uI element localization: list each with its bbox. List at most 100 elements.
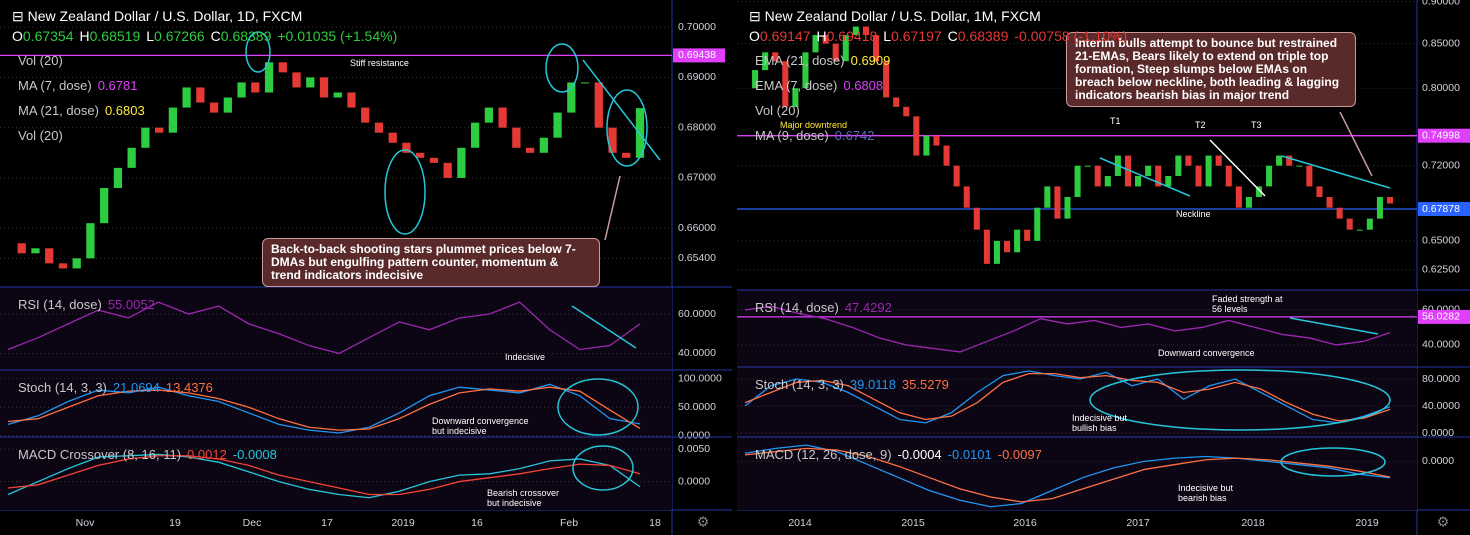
candle	[1286, 155, 1293, 166]
ohlc-key: C	[210, 28, 221, 44]
candle	[100, 187, 109, 224]
x-tick-label: 16	[471, 517, 483, 529]
panel-background	[0, 370, 672, 437]
y-tick-label: 0.0000	[678, 475, 710, 487]
legend-item: Stoch (14, 3, 3) 21.0694 13.4376	[12, 380, 213, 395]
candle	[141, 127, 150, 148]
annotation-box: Interim bulls attempt to bounce but rest…	[1066, 32, 1356, 107]
candle	[168, 107, 177, 133]
candle	[498, 107, 507, 128]
candle	[1024, 229, 1031, 241]
candle	[792, 88, 799, 107]
y-tick-label: 0.65400	[678, 252, 716, 264]
legend-item: Vol (20)	[12, 128, 63, 143]
legend-label: RSI (14, dose)	[18, 297, 102, 312]
trend-arrow	[1289, 317, 1379, 335]
candle	[1165, 175, 1172, 187]
candle	[1014, 229, 1021, 253]
candle	[155, 127, 164, 133]
candle	[852, 26, 859, 36]
annotation: Bearish crossover but indecisive	[487, 488, 560, 508]
legend-label: MACD Crossover (8, 16, 11)	[18, 447, 182, 462]
y-tick-label: 0.0000	[678, 430, 710, 442]
legend-item: EMA (7, dose) 0.6808	[749, 78, 883, 93]
ohlc-key: O	[749, 28, 760, 44]
highlight-circle	[384, 149, 426, 235]
candle	[1376, 196, 1383, 219]
x-tick-label: 2014	[788, 517, 812, 529]
y-tick-label: 0.62500	[1422, 264, 1460, 276]
candle	[127, 147, 136, 168]
header: ⊟ New Zealand Dollar / U.S. Dollar, 1M, …	[749, 8, 1041, 25]
candle	[553, 112, 562, 138]
annotation: Downward convergence but indecisive	[432, 416, 529, 436]
ohlc-value: 0.69147	[759, 28, 811, 44]
trend-arrow	[1209, 139, 1266, 197]
candle	[567, 82, 576, 113]
candle	[1276, 155, 1283, 166]
candle	[196, 87, 205, 103]
panel-background	[0, 287, 672, 370]
ohlc-change: +0.01035 (+1.54%)	[277, 28, 398, 44]
candle	[1074, 165, 1081, 197]
x-tick-label: Nov	[76, 517, 95, 529]
candle	[1185, 155, 1192, 166]
candle	[883, 61, 890, 98]
x-tick-label: 2018	[1241, 517, 1265, 529]
x-tick-label: 2016	[1013, 517, 1037, 529]
ohlc-key: H	[816, 28, 827, 44]
annotation: Major downtrend	[780, 120, 848, 130]
indicator-line	[744, 305, 1391, 353]
annotation: Downward convergence	[1158, 348, 1255, 358]
legend-item: Stoch (14, 3, 3) 39.0118 35.5279	[749, 377, 949, 392]
candle	[1195, 165, 1202, 187]
candle	[1306, 165, 1313, 187]
candle	[457, 147, 466, 178]
y-tick-label: 40.0000	[1422, 339, 1460, 351]
candle	[237, 82, 246, 98]
x-tick-label: 2017	[1126, 517, 1150, 529]
ohlc-value: 0.67266	[154, 28, 205, 44]
candle	[251, 82, 260, 93]
legend-value: 0.6742	[834, 128, 875, 143]
x-tick-label: 2015	[901, 517, 925, 529]
x-tick-label: 2019	[391, 517, 415, 529]
y-tick-label: 100.0000	[678, 372, 722, 384]
legend-label: EMA (21, dose)	[755, 53, 845, 68]
annotation: T2	[1195, 120, 1206, 130]
legend-label: Vol (20)	[18, 128, 63, 143]
annotation: Indecisive	[505, 352, 546, 362]
candle	[923, 135, 930, 156]
legend-label: Vol (20)	[18, 53, 63, 68]
ohlc-value: 0.68519	[89, 28, 141, 44]
legend-value: -0.0101	[947, 447, 992, 462]
annotation: Indecisive but bearish bias	[1178, 483, 1234, 503]
legend-label: EMA (7, dose)	[755, 78, 838, 93]
candle	[1084, 165, 1091, 167]
candle	[1346, 218, 1353, 230]
candle	[1386, 196, 1394, 204]
candle	[484, 107, 493, 123]
candle	[1145, 165, 1152, 176]
indicator-line	[744, 370, 1391, 424]
indicator-line	[744, 444, 1391, 508]
trend-arrow	[1281, 155, 1391, 189]
candle	[580, 82, 590, 84]
legend-item: MACD (12, 26, dose, 9) -0.0004 -0.0101 -0.0…	[749, 447, 1042, 462]
annotation: Neckline	[1176, 209, 1211, 219]
x-tick-label: Dec	[243, 517, 262, 529]
x-tick-label: 17	[321, 517, 333, 529]
candle	[1255, 186, 1263, 197]
level-label: 56.0282	[1422, 311, 1460, 323]
candle	[539, 137, 548, 153]
legend-value: 0.0012	[187, 447, 227, 462]
candle	[1104, 175, 1111, 187]
y-tick-label: 0.65000	[1422, 235, 1460, 247]
legend-value: 47.4292	[844, 300, 892, 315]
candle	[113, 167, 123, 188]
ohlc-line: O0.67354 H0.68519 L0.67266 C0.68389 +0.01035…	[12, 28, 397, 44]
level-label: 0.67878	[1422, 203, 1460, 215]
y-tick-label: 0.0050	[678, 443, 710, 455]
